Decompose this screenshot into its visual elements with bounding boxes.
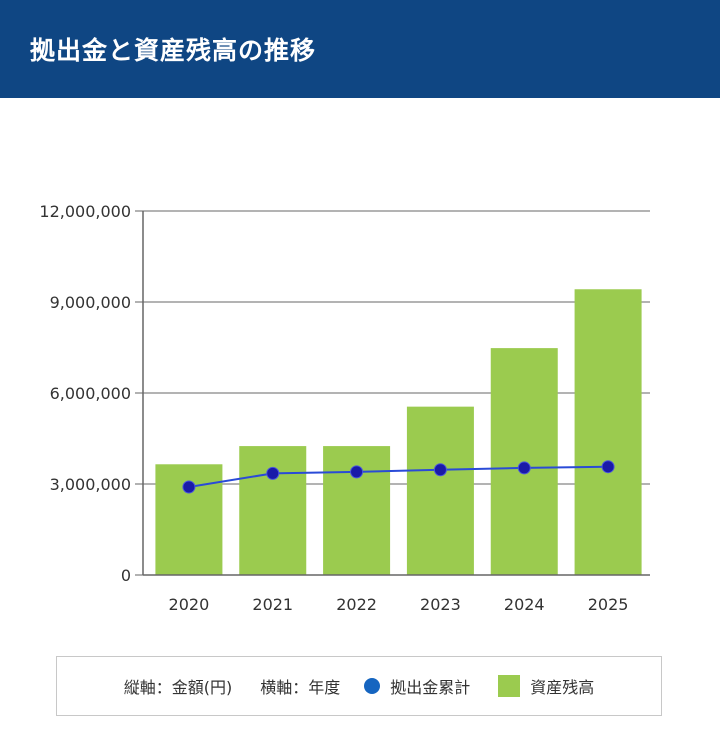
page-header: 拠出金と資産残高の推移 xyxy=(0,0,720,98)
y-tick-label: 9,000,000 xyxy=(50,293,131,312)
axis-layer xyxy=(135,210,650,576)
label-layer: 0 3,000,000 6,000,000 9,000,000 12,000,000 20… xyxy=(39,202,628,614)
contribution-line xyxy=(188,465,609,489)
y-tick-label: 0 xyxy=(121,566,131,585)
legend-bar-label: 資産残高 xyxy=(530,678,595,697)
line-point-2023 xyxy=(433,463,447,477)
legend-vertical-axis: 縦軸：金額(円) xyxy=(123,678,233,697)
line-point-2024 xyxy=(517,461,531,475)
line-point-2022 xyxy=(350,465,364,479)
x-tick-label: 2022 xyxy=(336,595,377,614)
line-layer xyxy=(182,460,615,494)
x-tick-label: 2020 xyxy=(169,595,210,614)
legend-line-label: 拠出金累計 xyxy=(390,678,471,697)
x-tick-label: 2021 xyxy=(252,595,293,614)
grid-layer xyxy=(143,210,650,485)
legend-square-icon xyxy=(498,675,521,697)
legend-bar-entry: 資産残高 xyxy=(498,674,594,698)
asset-chart: 0 3,000,000 6,000,000 9,000,000 12,000,000 20… xyxy=(39,202,650,614)
bar-2021 xyxy=(239,446,307,575)
legend-line-entry: 拠出金累計 xyxy=(364,674,470,698)
x-tick-label: 2025 xyxy=(588,595,629,614)
y-tick-label: 6,000,000 xyxy=(50,384,131,403)
line-point-2025 xyxy=(601,460,615,474)
chart-legend: 縦軸：金額(円) 横軸：年度 拠出金累計 資産残高 xyxy=(56,656,662,716)
x-tick-label: 2024 xyxy=(504,595,545,614)
line-point-2021 xyxy=(266,466,280,480)
bar-2023 xyxy=(406,406,474,575)
y-tick-label: 12,000,000 xyxy=(39,202,131,221)
y-tick-label: 3,000,000 xyxy=(50,475,131,494)
legend-horizontal-axis: 横軸：年度 xyxy=(260,678,341,697)
page-title: 拠出金と資産残高の推移 xyxy=(30,36,317,65)
bar-layer xyxy=(155,289,642,575)
x-tick-label: 2023 xyxy=(420,595,461,614)
line-point-2020 xyxy=(182,480,196,494)
legend-dot-icon xyxy=(364,678,381,694)
bar-2025 xyxy=(574,289,642,575)
